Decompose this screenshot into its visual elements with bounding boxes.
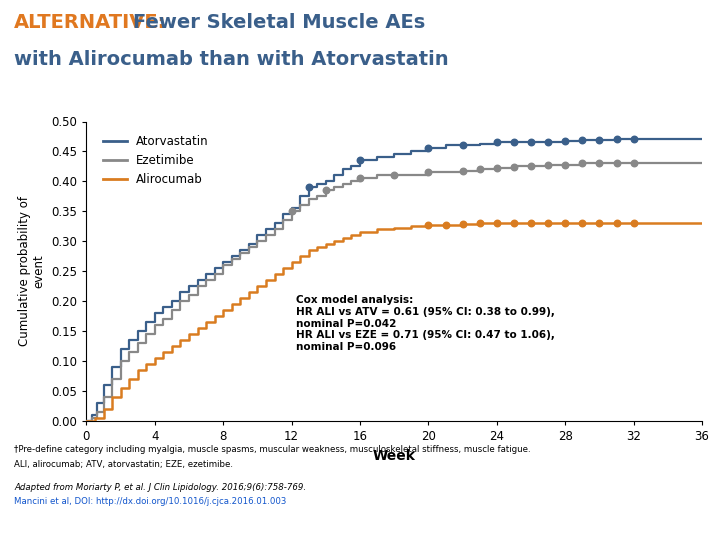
Point [593,136,605,144]
Point [303,183,315,192]
Point [526,138,537,146]
Point [508,219,520,228]
Point [559,160,571,169]
Point [508,138,520,147]
Legend: Atorvastatin, Ezetimibe, Alirocumab: Atorvastatin, Ezetimibe, Alirocumab [99,130,214,191]
Point [491,164,503,173]
Point [423,144,434,153]
Point [457,166,469,175]
Point [354,156,366,165]
Point [593,219,605,228]
Point [423,168,434,177]
Point [628,135,639,144]
Text: †Pre-define category including myalgia, muscle spasms, muscular weakness, muscul: †Pre-define category including myalgia, … [14,446,531,455]
Point [577,136,588,144]
Point [491,138,503,147]
Point [457,141,469,150]
Point [542,161,554,170]
Text: Cox model analysis:
HR ALI vs ATV = 0.61 (95% CI: 0.38 to 0.99),
nominal P=0.042: Cox model analysis: HR ALI vs ATV = 0.61… [296,295,554,352]
Point [542,138,554,146]
Point [354,174,366,183]
Point [440,220,451,229]
Y-axis label: Cumulative probability of
event: Cumulative probability of event [18,197,46,346]
Point [474,165,485,174]
Text: Mancini et al, DOI: http://dx.doi.org/10.1016/j.cjca.2016.01.003: Mancini et al, DOI: http://dx.doi.org/10… [14,497,287,506]
Point [559,219,571,228]
Point [542,219,554,228]
Point [593,159,605,168]
Text: ALI, alirocumab; ATV, atorvastatin; EZE, ezetimibe.: ALI, alirocumab; ATV, atorvastatin; EZE,… [14,460,233,469]
Point [611,159,622,168]
X-axis label: Week: Week [373,449,415,463]
Text: Kaplan-Meier estimates for time to first skeletal
muscle event†: Kaplan-Meier estimates for time to first… [213,87,575,115]
Point [559,137,571,145]
Point [286,207,297,216]
Point [611,135,622,144]
Point [389,171,400,180]
Point [457,220,469,228]
Point [526,219,537,228]
Point [628,219,639,228]
Point [611,219,622,228]
Point [508,163,520,171]
Point [474,219,485,228]
Point [628,159,639,168]
Point [320,186,331,195]
Point [577,159,588,168]
Point [491,219,503,228]
Text: Adapted from Moriarty P, et al. J Clin Lipidology. 2016;9(6):758-769.: Adapted from Moriarty P, et al. J Clin L… [14,483,307,492]
Text: ALTERNATIVE:: ALTERNATIVE: [14,14,167,32]
Text: with Alirocumab than with Atorvastatin: with Alirocumab than with Atorvastatin [14,50,449,69]
Text: Fewer Skeletal Muscle AEs: Fewer Skeletal Muscle AEs [133,14,426,32]
Point [577,219,588,228]
Point [526,162,537,171]
Point [423,221,434,230]
